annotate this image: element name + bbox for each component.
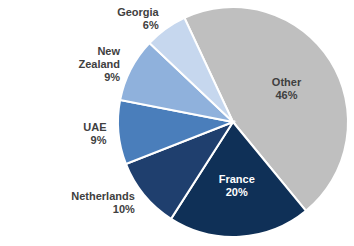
category-label: UAE bbox=[83, 121, 106, 133]
category-word: France bbox=[219, 173, 255, 185]
value-label: 20% bbox=[226, 186, 248, 198]
data-label: Netherlands10% bbox=[71, 190, 135, 215]
category-word: Other bbox=[272, 76, 302, 88]
data-label: Georgia6% bbox=[117, 6, 159, 31]
labels: Other46%France20%Netherlands10%UAE9%NewZ… bbox=[71, 6, 302, 215]
value-label: 46% bbox=[276, 89, 298, 101]
category-label: NewZealand bbox=[78, 45, 120, 70]
category-word: Georgia bbox=[117, 6, 159, 18]
category-label: Other bbox=[272, 76, 302, 88]
category-word: Netherlands bbox=[71, 190, 135, 202]
data-label: NewZealand9% bbox=[78, 45, 120, 83]
slice bbox=[149, 18, 233, 122]
data-label: Other46% bbox=[272, 76, 302, 101]
slices bbox=[118, 7, 348, 237]
category-label: France bbox=[219, 173, 255, 185]
value-label: 9% bbox=[91, 134, 107, 146]
category-label: Georgia bbox=[117, 6, 159, 18]
category-word: UAE bbox=[83, 121, 106, 133]
value-label: 10% bbox=[113, 203, 135, 215]
value-label: 9% bbox=[104, 71, 120, 83]
category-label: Netherlands bbox=[71, 190, 135, 202]
chart: Other46%France20%Netherlands10%UAE9%NewZ… bbox=[0, 0, 354, 246]
category-word: New bbox=[97, 45, 120, 57]
value-label: 6% bbox=[143, 19, 159, 31]
data-label: France20% bbox=[219, 173, 255, 198]
data-label: UAE9% bbox=[83, 121, 106, 146]
category-word: Zealand bbox=[78, 58, 120, 70]
